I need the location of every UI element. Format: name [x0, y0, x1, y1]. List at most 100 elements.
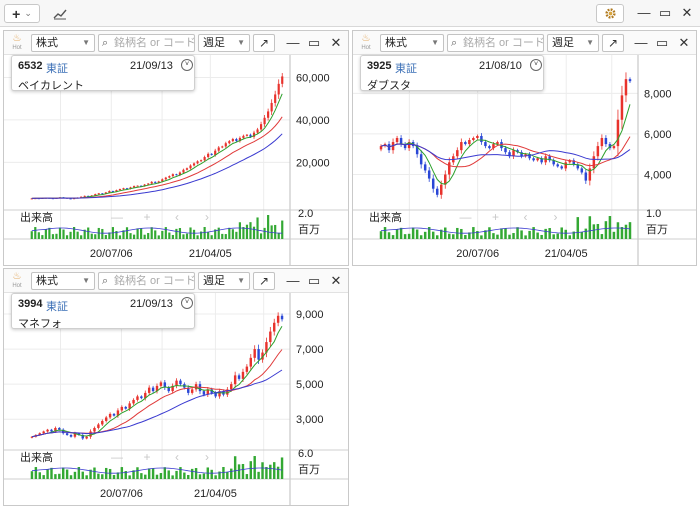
- stock-chart[interactable]: 8,000 6,000 4,000 — + ‹ › 出来高 1.0 百万 20/07/06 21/04…: [353, 55, 697, 266]
- chart-type-button[interactable]: [48, 4, 72, 23]
- volume-bar: [241, 463, 245, 479]
- market-name: 東証: [46, 301, 68, 313]
- candle-body: [128, 403, 131, 409]
- chevron-down-icon: ▼: [237, 276, 245, 285]
- candle-body: [257, 349, 260, 360]
- volume-bar: [584, 228, 588, 239]
- volume-bar: [85, 475, 88, 479]
- quote-date: 21/08/10: [479, 60, 522, 72]
- maximize-icon[interactable]: ▭: [658, 5, 672, 20]
- market-type-select[interactable]: 株式 ▼: [31, 34, 95, 52]
- candle-body: [116, 410, 120, 416]
- volume-bar: [253, 456, 256, 479]
- volume-bar: [202, 473, 206, 479]
- date-tick-label: 20/07/06: [90, 248, 133, 260]
- candle-body: [97, 193, 100, 195]
- market-type-select[interactable]: 株式 ▼: [31, 272, 95, 290]
- scroll-left-icon[interactable]: ‹: [524, 210, 528, 224]
- scroll-right-icon[interactable]: ›: [205, 450, 209, 464]
- volume-bar: [41, 235, 44, 239]
- candle-body: [516, 150, 519, 153]
- close-icon[interactable]: ✕: [678, 35, 690, 50]
- candle-body: [620, 95, 624, 120]
- period-select[interactable]: 週足 ▼: [198, 272, 250, 290]
- stock-chart[interactable]: 60,000 40,000 20,000 — + ‹ › 出来高 2.0 百万 20/07/06 21…: [4, 55, 349, 266]
- hot-icon[interactable]: ♨ Hot: [12, 271, 22, 289]
- open-external-button[interactable]: ↗: [253, 34, 275, 52]
- candle-body: [42, 431, 45, 434]
- market-type-select[interactable]: 株式 ▼: [380, 34, 444, 52]
- chevron-down-icon[interactable]: ˅: [181, 297, 193, 309]
- scroll-right-icon[interactable]: ›: [554, 210, 558, 224]
- candle-body: [136, 185, 139, 187]
- volume-bar: [192, 229, 196, 239]
- scroll-left-icon[interactable]: ‹: [175, 450, 179, 464]
- zoom-out-icon[interactable]: —: [460, 210, 472, 224]
- zoom-out-icon[interactable]: —: [111, 210, 123, 224]
- volume-bar: [231, 229, 234, 239]
- period-select[interactable]: 週足 ▼: [198, 34, 250, 52]
- open-external-button[interactable]: ↗: [253, 272, 275, 290]
- volume-bar: [207, 231, 210, 239]
- volume-bar: [151, 468, 155, 479]
- volume-bar: [168, 232, 171, 239]
- stock-name: ベイカレント: [18, 80, 84, 92]
- hot-icon[interactable]: ♨ Hot: [361, 33, 371, 51]
- volume-bar: [276, 466, 280, 479]
- candle-body: [536, 158, 539, 161]
- volume-bar: [476, 231, 479, 239]
- zoom-in-icon[interactable]: +: [492, 210, 499, 224]
- volume-bar: [185, 233, 189, 239]
- volume-bar: [230, 468, 233, 479]
- candle-body: [125, 188, 129, 190]
- chevron-down-icon[interactable]: ˅: [530, 59, 542, 71]
- hot-icon[interactable]: ♨ Hot: [12, 33, 22, 51]
- price-tick-label: 60,000: [296, 72, 330, 84]
- minimize-icon[interactable]: —: [637, 5, 651, 20]
- search-input[interactable]: [463, 36, 543, 50]
- volume-bar: [147, 468, 151, 479]
- minimize-icon[interactable]: —: [286, 273, 300, 288]
- candle-body: [50, 429, 53, 432]
- close-icon[interactable]: ✕: [681, 5, 693, 20]
- search-input[interactable]: [114, 274, 194, 288]
- maximize-icon[interactable]: ▭: [307, 273, 321, 288]
- search-input[interactable]: [114, 36, 194, 50]
- candle-body: [83, 195, 86, 197]
- candle-body: [210, 389, 213, 393]
- candle-body: [164, 177, 167, 180]
- chevron-down-icon[interactable]: ˅: [181, 59, 193, 71]
- candle-body: [524, 154, 527, 157]
- candle-body: [241, 371, 245, 379]
- volume-bar: [187, 474, 190, 479]
- volume-bar: [512, 233, 515, 239]
- date-tick-label: 20/07/06: [456, 248, 499, 260]
- candle-body: [496, 142, 499, 145]
- scroll-right-icon[interactable]: ›: [205, 210, 209, 224]
- volume-max-label: 6.0: [298, 448, 313, 460]
- candle-body: [228, 141, 231, 144]
- settings-button[interactable]: [596, 4, 624, 23]
- stock-code: 3994: [18, 298, 43, 310]
- volume-ma-line: [380, 227, 631, 234]
- scroll-left-icon[interactable]: ‹: [175, 210, 179, 224]
- period-select[interactable]: 週足 ▼: [547, 34, 599, 52]
- stock-chart[interactable]: 9,000 7,000 5,000 3,000 — + ‹ › 出来高 6.0 百万 20/07/06…: [4, 293, 349, 506]
- maximize-icon[interactable]: ▭: [307, 35, 321, 50]
- open-external-button[interactable]: ↗: [602, 34, 624, 52]
- close-icon[interactable]: ✕: [330, 273, 342, 288]
- candle-body: [132, 399, 135, 404]
- maximize-icon[interactable]: ▭: [655, 35, 669, 50]
- candle-body: [588, 168, 592, 181]
- volume-bar: [42, 475, 45, 479]
- zoom-in-icon[interactable]: +: [143, 450, 150, 464]
- zoom-out-icon[interactable]: —: [111, 450, 123, 464]
- close-icon[interactable]: ✕: [330, 35, 342, 50]
- minimize-icon[interactable]: —: [634, 35, 648, 50]
- candle-body: [460, 142, 463, 151]
- add-chart-button[interactable]: + ⌄: [4, 4, 40, 23]
- candle-body: [261, 352, 264, 360]
- zoom-in-icon[interactable]: +: [143, 210, 150, 224]
- candle-body: [419, 154, 423, 165]
- minimize-icon[interactable]: —: [286, 35, 300, 50]
